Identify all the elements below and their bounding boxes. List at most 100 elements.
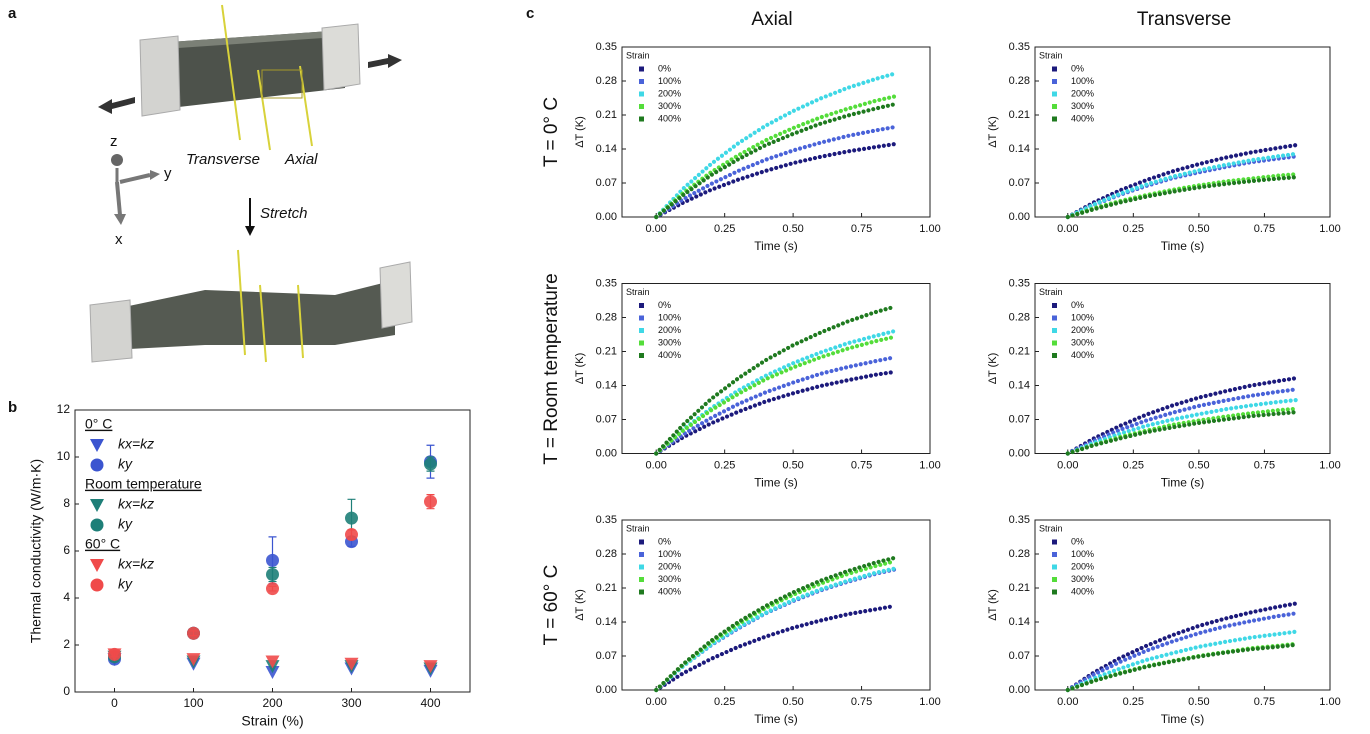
legend-label: 0% — [1071, 300, 1084, 310]
legend-label: 100% — [658, 549, 681, 559]
marker — [266, 568, 279, 581]
legend-marker — [90, 458, 104, 472]
legend-title: Strain — [626, 50, 650, 60]
data-line — [654, 142, 897, 220]
legend-label: 0% — [658, 63, 671, 73]
y-tick-label: 0.07 — [596, 177, 617, 189]
illustration — [89, 4, 413, 363]
y-tick-label: 0.14 — [596, 616, 617, 628]
legend-marker — [1052, 353, 1057, 358]
legend-marker — [639, 315, 644, 321]
y-tick-label: 0.07 — [1009, 413, 1030, 425]
data-line — [654, 71, 897, 220]
legend-label: 400% — [658, 350, 681, 360]
marker — [265, 655, 280, 669]
y-tick-label: 0.00 — [596, 211, 617, 223]
legend-label: 200% — [658, 325, 681, 335]
legend-marker — [639, 589, 644, 595]
legend-marker — [639, 552, 644, 557]
legend-label: 100% — [1071, 312, 1094, 322]
y-tick-label: 8 — [63, 496, 70, 510]
y-axis-label: ΔT (K) — [574, 589, 586, 621]
y-tick-label: 0.14 — [1009, 616, 1030, 628]
data-line — [654, 555, 897, 693]
data-line — [1065, 151, 1298, 220]
x-tick-label: 200 — [262, 696, 282, 710]
x-tick-label: 0.75 — [1254, 459, 1275, 471]
data-line — [1065, 642, 1298, 693]
y-tick-label: 0.28 — [596, 75, 617, 87]
x-tick-label: 0.75 — [1254, 223, 1275, 235]
y-tick-label: 0.35 — [596, 41, 617, 53]
legend-label: 300% — [1071, 101, 1094, 111]
y-tick-label: 0.00 — [596, 447, 617, 459]
x-tick-label: 100 — [183, 696, 203, 710]
marker — [423, 660, 438, 674]
x-axis-label: Time (s) — [754, 476, 798, 490]
y-tick-label: 0.00 — [1009, 684, 1030, 696]
x-tick-label: 1.00 — [919, 223, 940, 235]
axis-name: x — [115, 231, 123, 248]
marker — [266, 553, 279, 567]
data-line — [654, 566, 897, 693]
x-tick-label: 0.75 — [1254, 696, 1275, 708]
data-line — [1065, 175, 1298, 220]
x-tick-label: 1.00 — [1319, 223, 1340, 235]
legend-marker — [1052, 66, 1057, 72]
panel-label: c — [526, 5, 534, 22]
panel-label: b — [8, 399, 17, 416]
y-tick-label: 0.28 — [1009, 311, 1030, 323]
legend-label: 300% — [658, 101, 681, 111]
x-tick-label: 1.00 — [1319, 696, 1340, 708]
legend-label: 200% — [658, 88, 681, 98]
y-tick-label: 0.28 — [596, 548, 617, 560]
legend-label: 400% — [1071, 113, 1094, 123]
x-tick-label: 0.25 — [714, 696, 735, 708]
x-tick-label: 0.25 — [1123, 223, 1144, 235]
y-tick-label: 0.00 — [596, 684, 617, 696]
data-line — [654, 304, 897, 456]
legend-label: 100% — [658, 76, 681, 86]
x-tick-label: 0.00 — [646, 459, 667, 471]
y-tick-label: 0.21 — [596, 109, 617, 121]
data-line — [654, 603, 897, 693]
column-title: Transverse — [1137, 9, 1231, 30]
legend-marker — [639, 303, 644, 308]
x-tick-label: 400 — [420, 696, 440, 710]
y-tick-label: 0.21 — [1009, 109, 1030, 121]
legend-label: kx=kz — [118, 556, 154, 572]
legend-heading: 0° C — [85, 416, 112, 432]
axis-name: y — [164, 165, 172, 182]
data-line — [654, 125, 897, 220]
y-tick-label: 4 — [63, 590, 70, 604]
legend-label: 100% — [1071, 549, 1094, 559]
x-tick-label: 0.25 — [1123, 696, 1144, 708]
data-line — [654, 369, 897, 456]
data-line — [1065, 387, 1298, 456]
legend-marker — [90, 439, 104, 452]
legend-title: Strain — [1039, 287, 1063, 297]
column-title: Axial — [751, 9, 792, 30]
axis-name: z — [110, 133, 118, 150]
y-tick-label: 0.14 — [596, 379, 617, 391]
legend-label: 300% — [658, 337, 681, 347]
legend-label: 300% — [658, 574, 681, 584]
legend-label: 300% — [1071, 337, 1094, 347]
x-axis-label: Time (s) — [1161, 239, 1205, 253]
x-tick-label: 0.50 — [782, 459, 803, 471]
x-axis-label: Time (s) — [754, 239, 798, 253]
legend-title: Strain — [1039, 50, 1063, 60]
y-tick-label: 0.07 — [1009, 650, 1030, 662]
y-tick-label: 0.21 — [596, 345, 617, 357]
data-line — [654, 567, 897, 693]
x-tick-label: 0.25 — [714, 223, 735, 235]
row-title: T = Room temperature — [541, 273, 562, 464]
legend-marker — [1052, 315, 1057, 321]
x-tick-label: 1.00 — [919, 696, 940, 708]
marker — [266, 582, 279, 596]
row-title: T = 0° C — [541, 97, 562, 167]
data-line — [1065, 601, 1298, 693]
legend-marker — [1052, 303, 1057, 308]
x-tick-label: 0.50 — [1188, 459, 1209, 471]
